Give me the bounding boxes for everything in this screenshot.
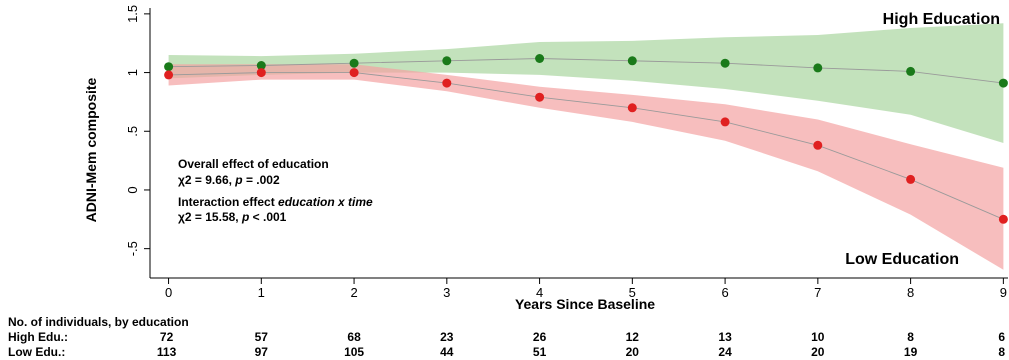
- data-point-low: [349, 68, 359, 78]
- count-low-edu: 97: [255, 345, 269, 359]
- x-tick-label: 4: [536, 285, 543, 300]
- annotation-interaction-title-a: Interaction effect: [178, 195, 278, 209]
- y-tick-label: -.5: [125, 241, 140, 256]
- data-point-low: [164, 70, 174, 80]
- count-high-edu: 72: [160, 330, 174, 344]
- annotation-interaction-p: p: [241, 210, 249, 224]
- count-low-edu: 20: [626, 345, 640, 359]
- count-low-edu: 8: [998, 345, 1005, 359]
- data-point-low: [720, 117, 730, 127]
- x-tick-label: 3: [443, 285, 450, 300]
- group-label-low: Low Education: [845, 251, 959, 268]
- y-ticks: -.5 0 .5 1 1.5: [125, 5, 150, 256]
- data-point-high: [256, 61, 266, 70]
- x-tick-label: 7: [814, 285, 821, 300]
- count-low-edu: 20: [811, 345, 825, 359]
- data-point-high: [720, 58, 730, 68]
- count-low-edu: 51: [533, 345, 547, 359]
- series-lines: [168, 58, 1004, 220]
- x-tick-label: 5: [629, 285, 636, 300]
- count-low-edu: 105: [344, 345, 364, 359]
- annotation-interaction-stat: χ2 = 15.58, p < .001: [178, 210, 287, 224]
- count-high-edu: 23: [440, 330, 454, 344]
- data-point-high: [349, 58, 359, 68]
- annotation-overall-stat: χ2 = 9.66, p = .002: [178, 173, 280, 187]
- annotation-overall-stat-b: = .002: [243, 173, 280, 187]
- data-point-low: [627, 103, 637, 113]
- data-point-low: [998, 214, 1008, 224]
- counts-title: No. of individuals, by education: [8, 315, 189, 329]
- data-point-low: [906, 174, 916, 184]
- count-high-edu: 8: [907, 330, 914, 344]
- x-tick-label: 8: [907, 285, 914, 300]
- data-point-high: [998, 78, 1008, 88]
- annotation-interaction-stat-a: χ2 = 15.58,: [178, 210, 242, 224]
- series-line-low: [168, 72, 1004, 220]
- count-low-edu: 24: [718, 345, 732, 359]
- data-point-high: [627, 56, 637, 66]
- count-high-edu: 57: [255, 330, 269, 344]
- count-high-edu: 13: [718, 330, 732, 344]
- count-high-edu: 6: [998, 330, 1005, 344]
- confidence-bands: [168, 23, 1004, 270]
- x-tick-label: 6: [721, 285, 728, 300]
- data-point-high: [813, 63, 823, 73]
- y-tick-label: 1.5: [125, 5, 140, 23]
- y-tick-label: 1: [125, 69, 140, 76]
- counts-row-label-low: Low Edu.:: [8, 345, 65, 359]
- x-tick-label: 9: [1000, 285, 1007, 300]
- count-high-edu: 26: [533, 330, 547, 344]
- y-tick-label: 0: [125, 186, 140, 193]
- annotation-overall-title: Overall effect of education: [178, 157, 329, 171]
- series-line-high: [168, 58, 1004, 84]
- annotation-overall-p: p: [234, 173, 242, 187]
- data-point-high: [164, 62, 174, 72]
- data-point-low: [256, 68, 266, 78]
- y-tick-label: .5: [125, 126, 140, 137]
- counts-row-label-high: High Edu.:: [8, 330, 68, 344]
- count-low-edu: 113: [157, 345, 177, 359]
- data-point-high: [535, 54, 545, 63]
- x-tick-label: 0: [165, 285, 172, 300]
- group-label-high: High Education: [883, 11, 1000, 28]
- x-tick-label: 1: [258, 285, 265, 300]
- ci-band-low: [168, 64, 1004, 270]
- data-point-low: [813, 140, 823, 150]
- y-axis-title: ADNI-Mem composite: [83, 77, 99, 222]
- data-point-low: [535, 92, 545, 102]
- ci-band-high: [168, 23, 1004, 143]
- series-points: [164, 54, 1008, 224]
- x-axis-title: Years Since Baseline: [515, 296, 655, 312]
- annotation-overall-stat-a: χ2 = 9.66,: [178, 173, 235, 187]
- count-high-edu: 68: [347, 330, 361, 344]
- count-low-edu: 19: [904, 345, 918, 359]
- annotation-interaction-title: Interaction effect education x time: [178, 195, 373, 209]
- annotation-interaction-title-b: education x time: [278, 195, 373, 209]
- x-tick-label: 2: [350, 285, 357, 300]
- data-point-low: [442, 78, 452, 88]
- annotation-interaction-stat-b: < .001: [249, 210, 286, 224]
- count-low-edu: 44: [440, 345, 454, 359]
- count-high-edu: 12: [626, 330, 640, 344]
- axes: [149, 8, 1008, 279]
- x-ticks: 0 1 2 3 4 5 6 7 8 9: [165, 278, 1007, 300]
- data-point-high: [442, 56, 452, 66]
- data-point-high: [906, 66, 916, 76]
- count-high-edu: 10: [811, 330, 825, 344]
